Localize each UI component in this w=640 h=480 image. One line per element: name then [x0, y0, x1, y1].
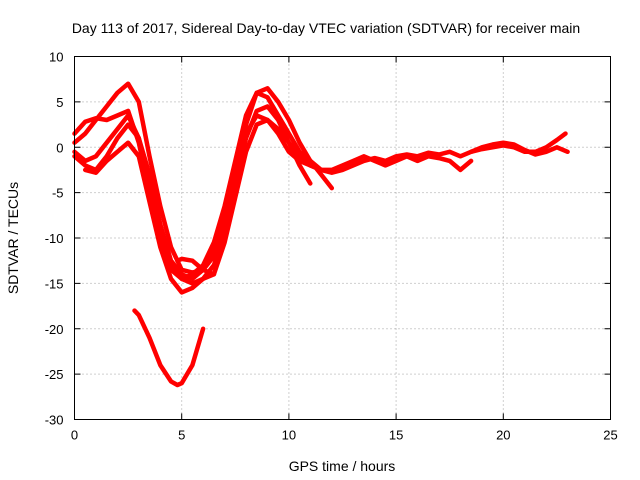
y-tick-label: -10 — [45, 231, 64, 246]
chart-title: Day 113 of 2017, Sidereal Day-to-day VTE… — [72, 20, 580, 36]
y-tick-label: -30 — [45, 413, 64, 428]
x-tick-label: 0 — [71, 428, 78, 443]
x-tick-labels: 0 5 10 15 20 25 — [71, 428, 618, 443]
grid — [74, 56, 611, 420]
y-tick-label: -20 — [45, 322, 64, 337]
x-axis-label: GPS time / hours — [289, 458, 396, 474]
series-line-arc-2 — [72, 81, 335, 275]
x-tick-label: 10 — [282, 428, 296, 443]
axis-ticks — [74, 56, 611, 420]
x-tick-label: 25 — [603, 428, 617, 443]
y-tick-label: 10 — [49, 50, 63, 65]
y-tick-label: -15 — [45, 276, 64, 291]
x-tick-label: 15 — [389, 428, 403, 443]
y-axis-label: SDTVAR / TECUs — [5, 182, 21, 294]
series-line-arc-1 — [72, 90, 324, 282]
x-tick-label: 5 — [178, 428, 185, 443]
series-line-arc-7 — [175, 256, 217, 277]
series-line-arc-8 — [468, 140, 570, 157]
y-tick-labels: -30 -25 -20 -15 -10 -5 0 5 10 — [45, 50, 64, 428]
x-tick-label: 20 — [496, 428, 510, 443]
y-tick-label: 0 — [56, 140, 63, 155]
series-line-arc-6 — [132, 308, 206, 388]
y-tick-label: -5 — [52, 186, 64, 201]
y-tick-label: -25 — [45, 367, 64, 382]
series-line-arc-3 — [72, 104, 313, 286]
data-series — [72, 81, 570, 388]
y-tick-label: 5 — [56, 95, 63, 110]
